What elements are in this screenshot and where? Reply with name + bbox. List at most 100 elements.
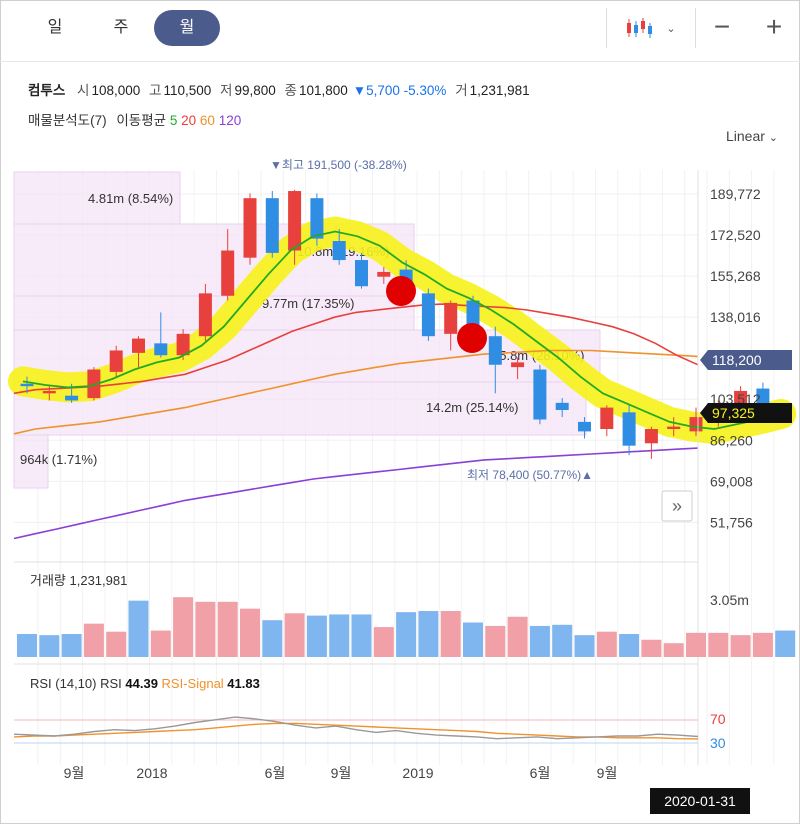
rsi-legend-part: 41.83: [227, 676, 260, 691]
volume-bar: [373, 627, 394, 657]
open-value: 108,000: [91, 83, 141, 98]
ma-label[interactable]: 이동평균: [116, 113, 167, 128]
volume-profile-label: 964k (1.71%): [20, 452, 97, 467]
volume-y-tick: 3.05m: [710, 592, 749, 608]
y-tick-label: 189,772: [710, 186, 761, 202]
volume-bar: [83, 623, 104, 657]
y-tick-label: 172,520: [710, 227, 761, 243]
candlestick-icon: [627, 18, 653, 38]
divider: [695, 8, 696, 48]
candle-body: [288, 191, 302, 251]
rsi-legend-part: RSI (14,10): [30, 676, 100, 691]
volume-bar: [195, 601, 216, 657]
high-annotation: ▼최고 191,500 (-38.28%): [270, 158, 407, 172]
tab-month[interactable]: 월: [154, 10, 220, 46]
candle-body: [511, 362, 525, 368]
volume-bar: [641, 639, 662, 657]
current-price-tag: [700, 350, 792, 370]
change-value: ▼5,700 -5.30%: [352, 83, 447, 98]
zoom-in-button[interactable]: +: [765, 11, 783, 42]
candle-body: [578, 421, 591, 432]
rsi-line: [13, 716, 699, 740]
high-value: 110,500: [163, 83, 212, 98]
volume-value: 1,231,981: [469, 83, 530, 98]
volume-bar: [463, 622, 483, 657]
ma20-line: [13, 303, 699, 395]
candle-body: [488, 336, 502, 365]
current-price-label: 118,200: [712, 352, 762, 368]
volume-bar: [440, 611, 461, 657]
y-tick-label: 86,260: [710, 432, 753, 448]
x-tick-label: 2019: [402, 765, 433, 781]
candle-body: [87, 369, 101, 399]
candle-body: [154, 343, 168, 356]
ma20-label: 20: [181, 113, 197, 128]
volume-bar: [150, 630, 171, 657]
volume-bar: [240, 608, 260, 657]
candle-body: [65, 395, 79, 401]
rsi-legend-part: RSI-Signal: [162, 676, 228, 691]
y-tick-label: 138,016: [710, 309, 761, 325]
candle-body: [756, 388, 770, 404]
y-tick-label: 69,008: [710, 473, 753, 489]
zoom-out-button[interactable]: −: [713, 11, 731, 42]
chevron-down-icon: ⌄: [768, 132, 778, 144]
scroll-right-button: [661, 490, 693, 522]
period-tabs: 일 주 월: [22, 10, 220, 50]
x-tick-label: 2018: [136, 765, 167, 781]
candle-body: [533, 369, 547, 420]
date-label: 2020-01-31: [664, 793, 736, 809]
volume-profile-label: 14.2m (25.14%): [426, 400, 519, 415]
x-tick-label: 9월: [331, 765, 352, 781]
stock-name: 컴투스: [28, 83, 66, 98]
candle-body: [667, 426, 681, 430]
signal-marker: [386, 276, 416, 306]
ma5-line: [22, 230, 782, 430]
volume-profile-label: 4.81m (8.54%): [88, 191, 173, 206]
volume-bar: [61, 634, 82, 657]
volume-bar: [396, 612, 417, 657]
volume-bar: [217, 601, 238, 657]
x-tick-label: 9월: [64, 765, 85, 781]
volume-bar: [730, 635, 751, 657]
rsi-legend-part: 44.39: [125, 676, 161, 691]
scale-mode-dropdown[interactable]: Linear ⌄: [726, 128, 778, 144]
ma60-label: 60: [199, 113, 215, 128]
volume-bar: [262, 620, 283, 657]
x-tick-label: 6월: [265, 765, 286, 781]
candle-body: [689, 417, 703, 432]
candle-body: [243, 198, 257, 258]
candle-body: [600, 407, 614, 430]
volume-bar: [351, 614, 372, 657]
x-tick-label: 6월: [530, 765, 551, 781]
volume-label: 거: [455, 83, 468, 98]
scale-mode-label: Linear: [725, 128, 765, 144]
close-value: 101,800: [298, 83, 348, 98]
candle-body: [176, 333, 190, 356]
volume-bar: [686, 632, 706, 657]
chart-type-dropdown[interactable]: ⌄: [607, 8, 695, 48]
date-tag: [650, 788, 750, 814]
tab-day[interactable]: 일: [47, 19, 63, 36]
candle-body: [355, 260, 368, 287]
double-chevron-right-icon: »: [672, 496, 682, 516]
chevron-down-icon: ⌄: [666, 22, 676, 35]
candle-body: [444, 302, 458, 334]
ma5-price-tag: [700, 403, 792, 423]
candle-body: [42, 390, 56, 394]
volume-profile-label[interactable]: 매물분석도(7): [28, 113, 107, 128]
volume-bar: [306, 615, 327, 657]
volume-bar: [775, 630, 796, 657]
volume-bar: [752, 632, 773, 657]
low-annotation: 최저 78,400 (50.77%)▲: [467, 468, 593, 482]
volume-profile-bar: [13, 434, 49, 489]
volume-title: 거래량 1,231,981: [30, 573, 127, 588]
high-label: 고: [149, 83, 162, 98]
volume-bars: [17, 597, 796, 657]
volume-bar: [708, 632, 729, 657]
candle-body: [198, 293, 212, 337]
open-label: 시: [77, 83, 90, 98]
ma60-line: [13, 349, 699, 435]
tab-week[interactable]: 주: [113, 19, 129, 36]
